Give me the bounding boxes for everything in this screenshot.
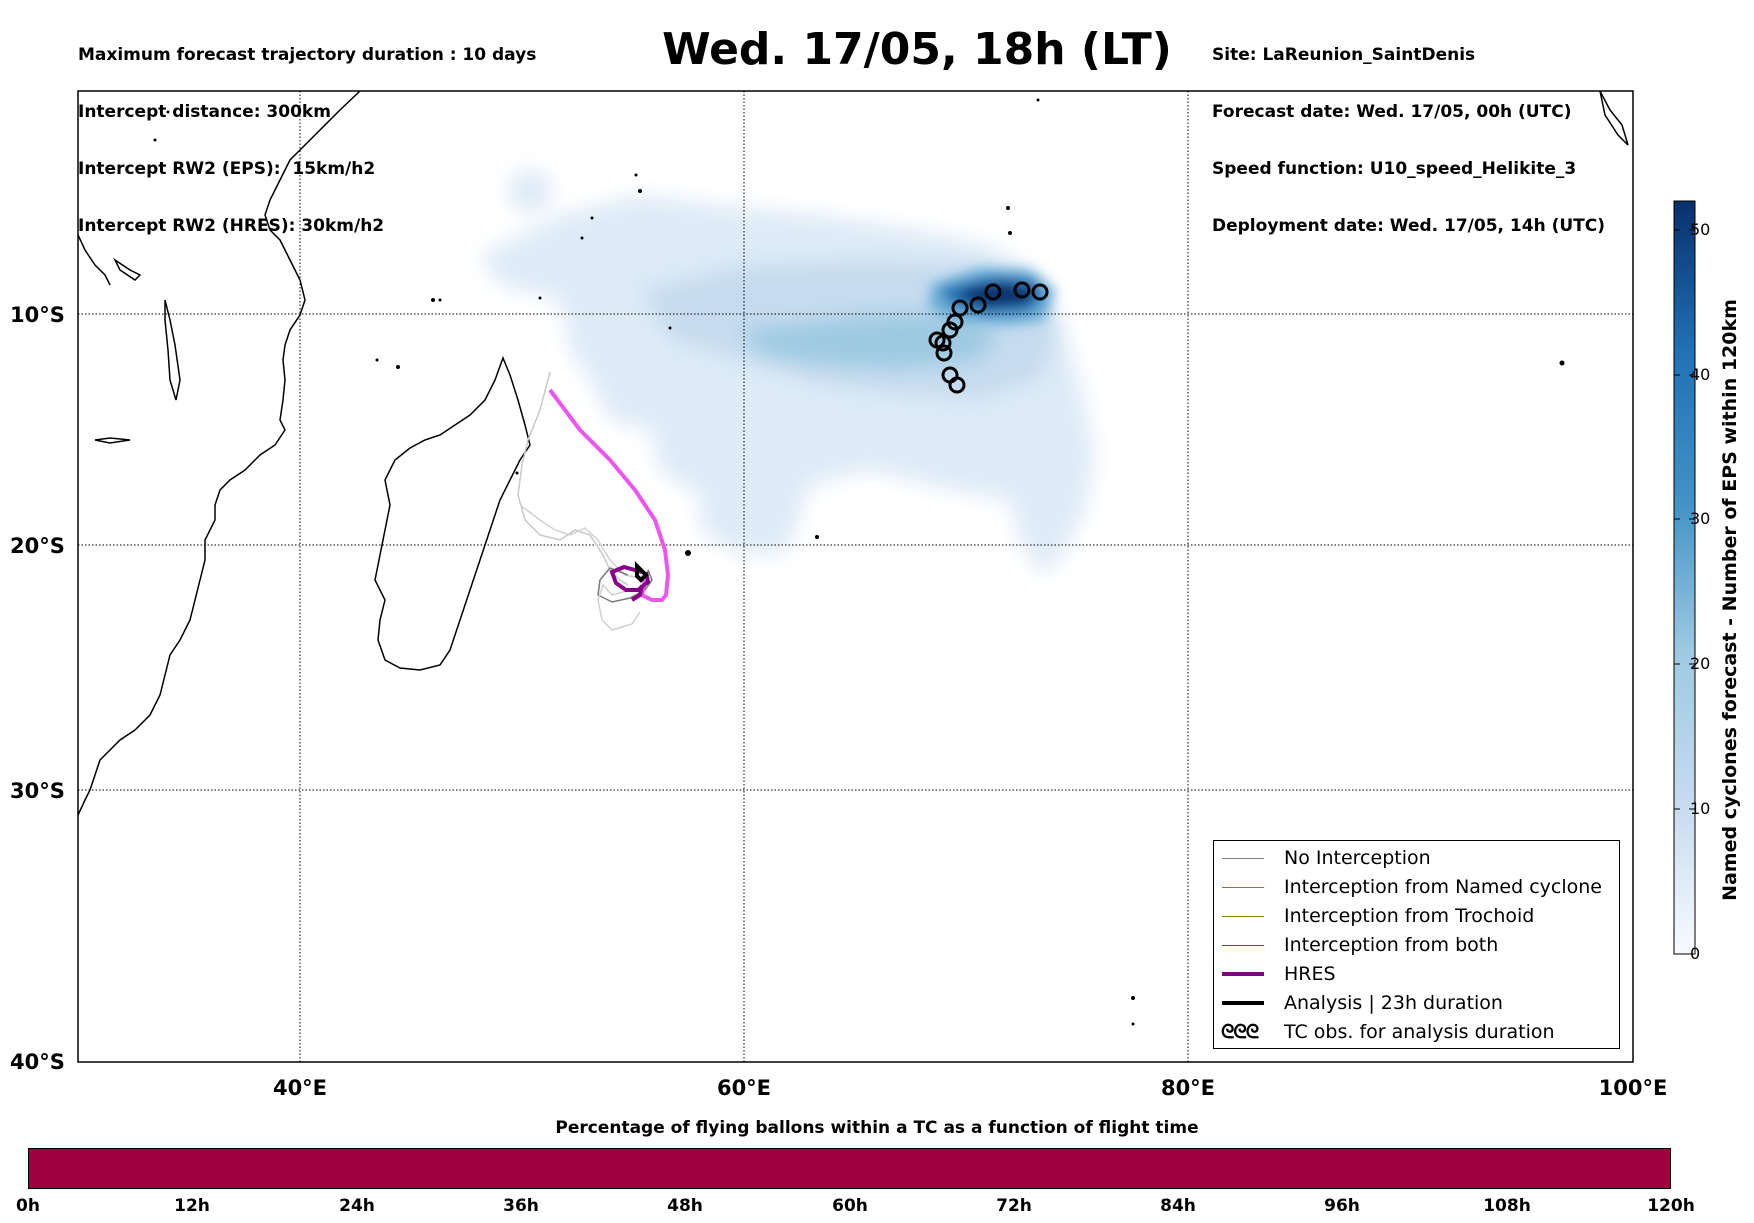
header-line: Intercept RW2 (EPS): 15km/h2: [78, 159, 376, 179]
colorbar-tick-label: 20: [1690, 654, 1711, 673]
lat-label: 40°S: [10, 1050, 65, 1074]
legend-swatch: [1222, 887, 1264, 888]
lon-label: 40°E: [273, 1076, 327, 1100]
legend-label: TC obs. for analysis duration: [1284, 1021, 1555, 1043]
trajectory-no-interception: [519, 504, 651, 579]
timebar: [28, 1148, 1671, 1189]
trajectory-no-interception: [517, 371, 629, 586]
map-frame: [77, 90, 1634, 1063]
legend-label: Interception from Trochoid: [1284, 905, 1535, 927]
timebar-label: 36h: [503, 1196, 539, 1216]
small-islands: [153, 98, 1565, 1026]
colorbar-tick-label: 40: [1690, 365, 1711, 384]
lon-label: 60°E: [717, 1076, 771, 1100]
header-line: Intercept RW2 (HRES): 30km/h2: [78, 216, 385, 236]
trajectory-hres: [609, 564, 651, 602]
timebar-label: 60h: [832, 1196, 868, 1216]
coastline-madagascar: [374, 355, 531, 671]
colorbar-tick-label: 10: [1690, 799, 1711, 818]
lon-label: 80°E: [1161, 1076, 1215, 1100]
timebar-label: 12h: [174, 1196, 210, 1216]
legend-swatch: [1222, 972, 1264, 976]
header-line: Site: LaReunion_SaintDenis: [1212, 45, 1476, 65]
legend-label: Interception from both: [1284, 934, 1499, 956]
colorbar-tick-label: 30: [1690, 509, 1711, 528]
lat-label: 20°S: [10, 534, 65, 558]
legend-swatch: [1222, 858, 1264, 859]
trajectory-no-interception: [597, 567, 653, 603]
timebar-label: 72h: [996, 1196, 1032, 1216]
legend-label: HRES: [1284, 963, 1336, 985]
legend-swatch: [1222, 945, 1264, 946]
eps-density-field: [480, 169, 1095, 575]
trajectories: [517, 371, 671, 631]
timebar-label: 108h: [1483, 1196, 1531, 1216]
header-line: Forecast date: Wed. 17/05, 00h (UTC): [1212, 102, 1572, 122]
legend-label: Interception from Named cyclone: [1284, 876, 1602, 898]
timebar-label: 96h: [1324, 1196, 1360, 1216]
legend-swatch: [1222, 1001, 1264, 1005]
trajectory-hres-magenta: [548, 388, 671, 602]
colorbar: [1673, 200, 1696, 955]
map-legend: No Interception Interception from Named …: [1213, 840, 1620, 1049]
coastline-africa: [78, 91, 361, 816]
timebar-label: 120h: [1647, 1196, 1695, 1216]
trajectory-no-interception: [597, 583, 641, 631]
header-line: Intercept distance: 300km: [78, 102, 331, 122]
header-line: Speed function: U10_speed_Helikite_3: [1212, 159, 1577, 179]
header-info-right: Site: LaReunion_SaintDenis Forecast date…: [1212, 8, 1605, 255]
header-line: Deployment date: Wed. 17/05, 14h (UTC): [1212, 216, 1606, 236]
lon-label: 100°E: [1599, 1076, 1668, 1100]
timebar-label: 48h: [667, 1196, 703, 1216]
timebar-title: Percentage of flying ballons within a TC…: [555, 1118, 1199, 1138]
timebar-label: 84h: [1160, 1196, 1196, 1216]
tc-obs-icon: ᘓᘓᘓ: [1221, 1021, 1259, 1043]
trajectory-analysis: [635, 561, 649, 583]
header-info-left: Maximum forecast trajectory duration : 1…: [78, 8, 536, 255]
header-line: Maximum forecast trajectory duration : 1…: [78, 45, 537, 65]
colorbar-tick-label: 0: [1690, 944, 1701, 963]
coastline-east: [1599, 91, 1629, 146]
map-title: Wed. 17/05, 18h (LT): [662, 24, 1172, 75]
colorbar-tick-label: 50: [1690, 220, 1711, 239]
legend-label: Analysis | 23h duration: [1284, 992, 1503, 1014]
timebar-label: 0h: [16, 1196, 40, 1216]
lat-label: 10°S: [10, 303, 65, 327]
timebar-label: 24h: [339, 1196, 375, 1216]
legend-swatch: [1222, 916, 1264, 917]
tc-observations: [928, 281, 1049, 394]
lat-label: 30°S: [10, 779, 65, 803]
colorbar-title: Named cyclones forecast - Number of EPS …: [1719, 299, 1741, 901]
gridlines: [78, 91, 1633, 1062]
colorbar-ticks: [1674, 229, 1695, 955]
legend-label: No Interception: [1284, 847, 1431, 869]
